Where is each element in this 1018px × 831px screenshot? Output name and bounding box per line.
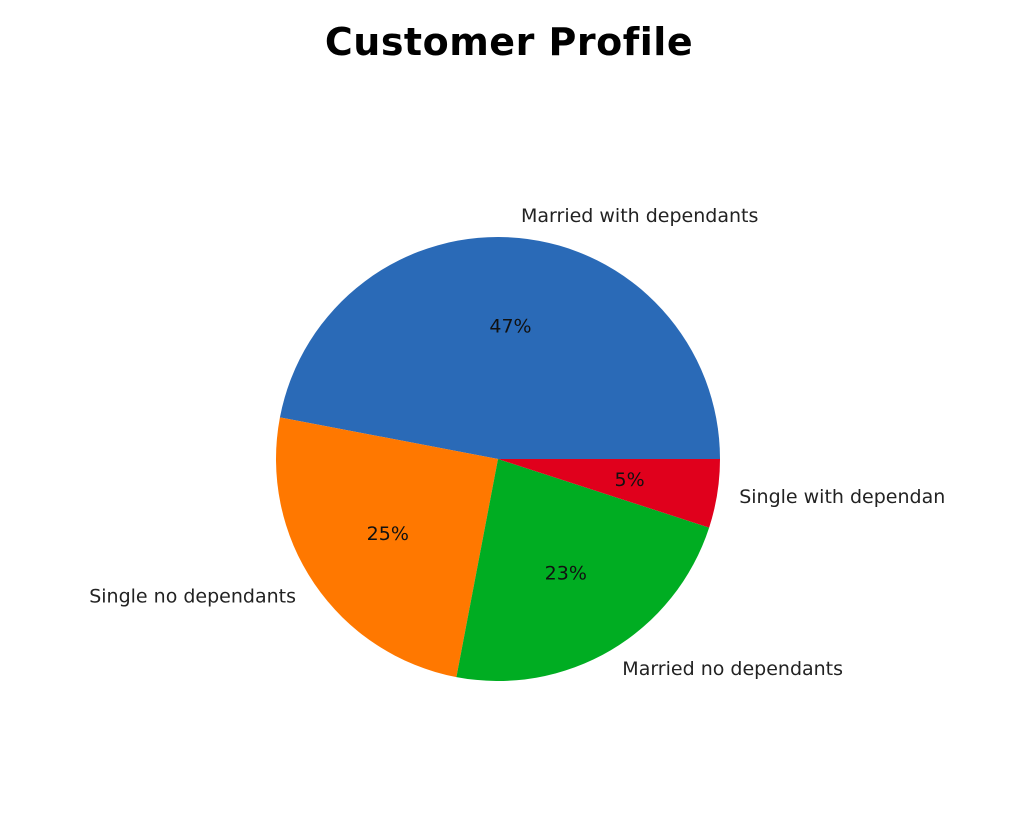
pie-slice-label-2: Married no dependants (622, 658, 843, 680)
pie-slice-label-0: Married with dependants (521, 205, 758, 227)
pie-slice-label-3: Single with dependan (739, 486, 945, 508)
pie-percent-label-1: 25% (367, 523, 409, 545)
pie-slice-0 (279, 236, 720, 459)
pie-slice-3 (498, 459, 720, 528)
pie-percent-label-2: 23% (545, 563, 587, 585)
pie-slice-labels: Married with dependants Single no dependa… (89, 205, 945, 680)
pie-slice-2 (456, 459, 710, 682)
pie-slices (275, 236, 720, 682)
chart-title: Customer Profile (324, 20, 694, 64)
pie-slice-label-1: Single no dependants (89, 585, 296, 607)
pie-slice-1 (275, 417, 498, 678)
pie-percent-labels: 47% 25% 23% 5% (367, 315, 645, 584)
pie-percent-label-3: 5% (615, 469, 645, 491)
pie-percent-label-0: 47% (489, 315, 531, 337)
